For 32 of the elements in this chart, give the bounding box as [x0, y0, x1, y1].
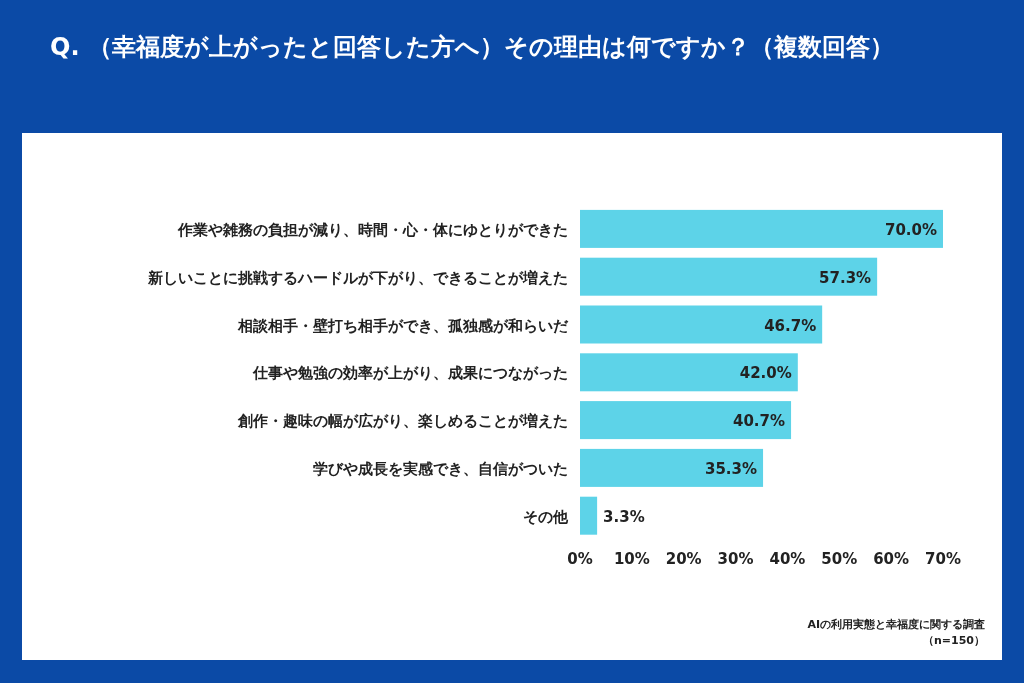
y-tick-label: 学びや成長を実感でき、自信がついた [313, 459, 568, 478]
data-label: 42.0% [739, 364, 792, 383]
x-tick-label: 0% [567, 549, 593, 568]
bar [580, 305, 823, 344]
y-tick-label: 仕事や勉強の効率が上がり、成果につながった [252, 364, 568, 383]
x-tick-label: 20% [665, 549, 702, 568]
data-label: 57.3% [819, 268, 872, 287]
y-tick-label: その他 [523, 507, 569, 526]
x-tick-label: 30% [717, 549, 754, 568]
x-tick-label: 10% [613, 549, 650, 568]
x-tick-label: 60% [873, 549, 910, 568]
data-label: 3.3% [603, 507, 645, 526]
y-tick-label: 創作・趣味の幅が広がり、楽しめることが増えた [237, 412, 568, 431]
text: （n=150） [922, 634, 985, 647]
chart-title: Q. （幸福度が上がったと回答した方へ）その理由は何ですか？（複数回答） [50, 32, 895, 63]
x-tick-label: 70% [925, 549, 961, 568]
bar [580, 257, 878, 296]
data-label: 46.7% [764, 316, 817, 335]
text: AIの利用実態と幸福度に関する調査 [807, 618, 985, 631]
bar [580, 353, 798, 392]
data-label: 70.0% [884, 220, 937, 239]
bar [580, 209, 943, 248]
x-tick-label: 50% [821, 549, 858, 568]
bar [580, 401, 792, 440]
x-tick-label: 40% [769, 549, 806, 568]
bar [580, 448, 764, 487]
data-label: 35.3% [705, 459, 758, 478]
y-tick-label: 新しいことに挑戦するハードルが下がり、できることが増えた [147, 268, 568, 287]
y-tick-label: 相談相手・壁打ち相手ができ、孤独感が和らいだ [237, 316, 569, 335]
y-tick-label: 作業や雑務の負担が減り、時間・心・体にゆとりができた [177, 220, 568, 239]
data-label: 40.7% [733, 412, 786, 431]
bar [580, 496, 598, 535]
